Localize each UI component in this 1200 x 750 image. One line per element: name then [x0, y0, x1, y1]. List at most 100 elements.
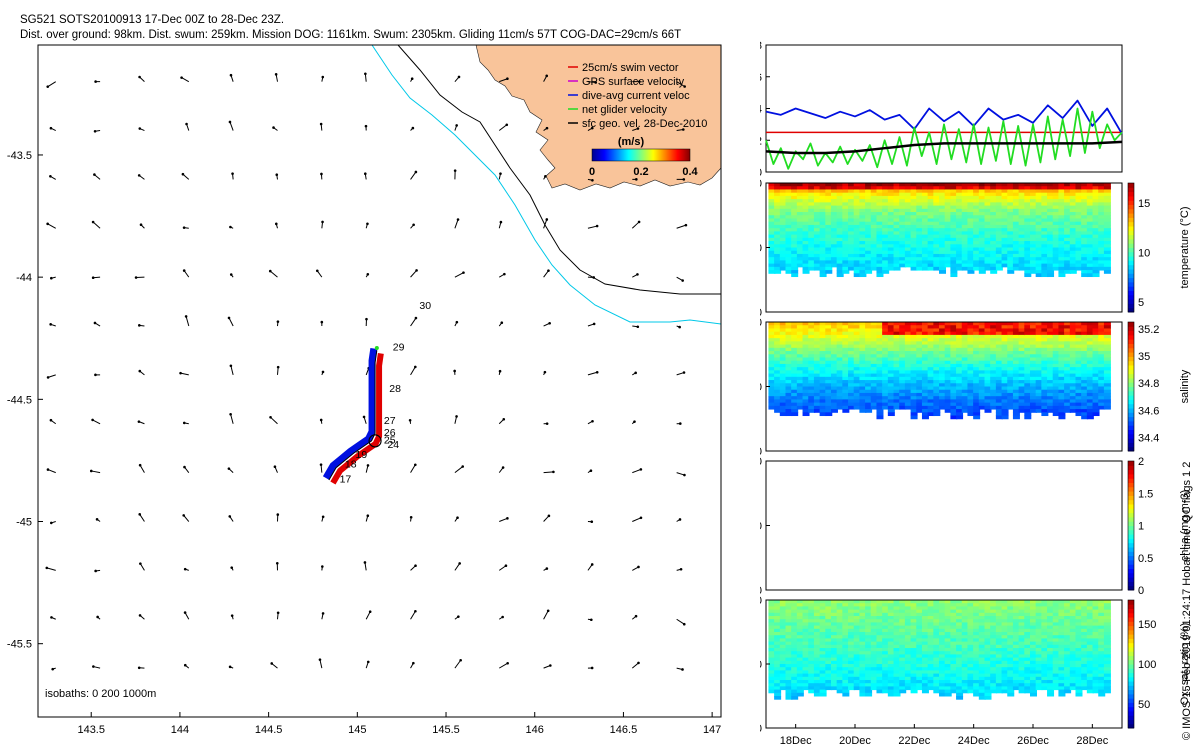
heatmap-cell — [995, 389, 1003, 394]
heatmap-cell — [768, 676, 776, 681]
heatmap-cell — [916, 218, 924, 223]
heatmap-cell — [853, 351, 861, 355]
geo-velocity-arrowhead — [92, 665, 95, 668]
heatmap-cell — [933, 263, 941, 268]
heatmap-cell — [830, 253, 838, 258]
heatmap-cell — [887, 609, 895, 614]
heatmap-cell — [808, 202, 816, 207]
heatmap-cell — [1029, 199, 1037, 203]
heatmap-cell — [865, 625, 873, 630]
heatmap-cell — [893, 680, 901, 684]
heatmap-cell — [779, 257, 787, 261]
heatmap-cell — [939, 202, 947, 207]
heatmap-cell — [893, 692, 901, 697]
heatmap-cell — [848, 237, 856, 242]
heatmap-cell — [785, 680, 793, 684]
heatmap-cell — [876, 263, 884, 268]
heatmap-cell — [876, 676, 884, 681]
heatmap-cell — [950, 386, 958, 391]
heatmap-cell — [1064, 344, 1072, 349]
heatmap-cell — [808, 612, 816, 617]
heatmap-cell — [876, 625, 884, 630]
heatmap-cell — [791, 373, 799, 378]
heatmap-cell — [910, 341, 918, 346]
heatmap-cell — [927, 622, 935, 627]
heatmap-cell — [1012, 409, 1020, 413]
heatmap-cell — [1007, 218, 1015, 223]
heatmap-cell — [779, 389, 787, 394]
heatmap-cell — [990, 331, 998, 336]
heatmap-cell — [887, 396, 895, 400]
heatmap-cell — [887, 344, 895, 349]
heatmap-cell — [842, 616, 850, 620]
heatmap-cell — [904, 667, 912, 671]
heatmap-panel-background — [766, 461, 1122, 590]
heatmap-cell — [910, 247, 918, 252]
heatmap-cell — [1018, 360, 1026, 365]
heatmap-cell — [927, 195, 935, 200]
heatmap-cell — [904, 600, 912, 604]
heatmap-cell — [1035, 186, 1043, 190]
heatmap-cell — [1075, 357, 1083, 362]
heatmap-cell — [882, 660, 890, 665]
heatmap-cell — [853, 338, 861, 342]
heatmap-cell — [1001, 212, 1009, 216]
heatmap-cell — [887, 367, 895, 371]
geo-velocity-arrowhead — [455, 320, 459, 324]
heatmap-cell — [830, 392, 838, 397]
heatmap-cell — [1047, 212, 1055, 216]
heatmap-cell — [1069, 331, 1077, 336]
heatmap-cell — [882, 664, 890, 668]
heatmap-cell — [990, 347, 998, 352]
heatmap-cell — [893, 392, 901, 397]
heatmap-cell — [796, 354, 804, 358]
heatmap-cell — [796, 334, 804, 339]
heatmap-cell — [899, 363, 907, 368]
heatmap-cell — [910, 205, 918, 210]
heatmap-cell — [779, 673, 787, 678]
heatmap-cell — [802, 660, 810, 665]
heatmap-cell — [1081, 415, 1089, 420]
heatmap-cell — [973, 195, 981, 200]
heatmap-cell — [779, 641, 787, 646]
heatmap-cell — [819, 208, 827, 213]
heatmap-cell — [910, 664, 918, 668]
heatmap-cell — [967, 247, 975, 252]
heatmap-cell — [791, 186, 799, 190]
heatmap-cell — [1075, 195, 1083, 200]
heatmap-cell — [1098, 396, 1106, 400]
geo-velocity-arrowhead — [138, 75, 141, 79]
heatmap-cell — [796, 338, 804, 342]
heatmap-cell — [865, 600, 873, 604]
geo-velocity-arrowhead — [51, 667, 54, 671]
heatmap-cell — [853, 334, 861, 339]
heatmap-cell — [853, 208, 861, 213]
heatmap-cell — [1092, 363, 1100, 368]
heatmap-cell — [927, 600, 935, 604]
geo-velocity-arrowhead — [590, 520, 594, 524]
heatmap-cell — [791, 673, 799, 678]
heatmap-cell — [865, 328, 873, 333]
heatmap-cell — [842, 344, 850, 349]
heatmap-cell — [808, 224, 816, 229]
heatmap-cell — [910, 328, 918, 333]
heatmap-cell — [1018, 266, 1026, 271]
heatmap-cell — [785, 609, 793, 614]
heatmap-cell — [1001, 328, 1009, 333]
heatmap-cell — [865, 325, 873, 329]
heatmap-cell — [1075, 360, 1083, 365]
heatmap-cell — [978, 260, 986, 265]
heatmap-cell — [813, 192, 821, 197]
heatmap-cell — [1092, 195, 1100, 200]
geo-velocity-arrowhead — [366, 273, 370, 276]
heatmap-cell — [768, 670, 776, 675]
heatmap-cell — [870, 396, 878, 400]
heatmap-cell — [785, 606, 793, 611]
heatmap-cell — [768, 376, 776, 381]
heatmap-cell — [910, 357, 918, 362]
heatmap-cell — [848, 224, 856, 229]
heatmap-cell — [1103, 195, 1111, 200]
heatmap-cell — [1064, 396, 1072, 400]
heatmap-cell — [830, 186, 838, 190]
heatmap-cell — [859, 328, 867, 333]
